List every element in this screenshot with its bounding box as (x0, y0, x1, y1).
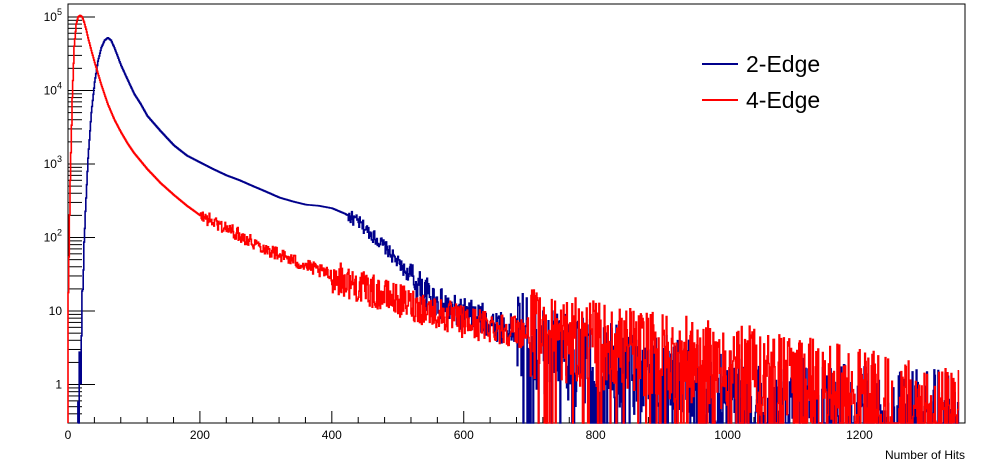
x-axis-label: Number of Hits (885, 448, 965, 462)
legend: 2-Edge 4-Edge (702, 51, 820, 113)
series-layer (67, 14, 960, 424)
tick-labels: 0 200 400 600 800 1000 1200 1 10 102 103 104 105 (44, 7, 874, 442)
x-tick-label: 1200 (846, 428, 873, 442)
y-tick-label: 103 (44, 154, 62, 171)
y-tick-label: 102 (44, 228, 62, 245)
x-tick-label: 800 (586, 428, 606, 442)
x-tick-label: 600 (454, 428, 474, 442)
legend-label: 2-Edge (746, 51, 820, 77)
y-tick-label: 104 (44, 80, 62, 97)
x-tick-label: 200 (190, 428, 210, 442)
y-tick-label: 10 (49, 304, 63, 318)
x-tick-label: 1000 (714, 428, 741, 442)
x-tick-label: 400 (322, 428, 342, 442)
y-tick-label: 1 (55, 378, 62, 392)
y-tick-label: 105 (44, 7, 62, 24)
legend-label: 4-Edge (746, 87, 820, 113)
series-line-2-edge (77, 37, 960, 424)
x-tick-label: 0 (65, 428, 72, 442)
series-line-4-edge (67, 14, 960, 424)
